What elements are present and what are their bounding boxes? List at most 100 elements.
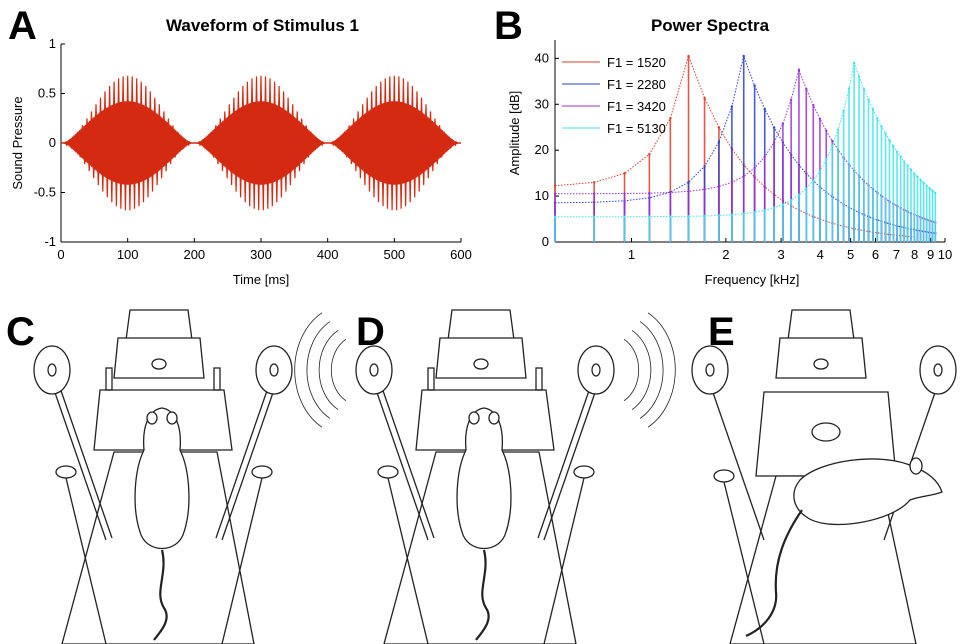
- spectra-harmonic-point: [789, 199, 793, 202]
- spectra-harmonic-point: [862, 87, 866, 90]
- rat-tail: [475, 549, 490, 641]
- rat-tail: [153, 549, 168, 641]
- waveform-title: Waveform of Stimulus 1: [165, 16, 359, 35]
- spectra-harmonic-point: [902, 160, 906, 163]
- spectra-harmonic-point: [730, 105, 734, 108]
- spectra-harmonic-point: [687, 181, 690, 184]
- spectra-harmonic-point: [880, 124, 883, 128]
- rig-light: [151, 358, 167, 370]
- spectra-harmonic-point: [772, 126, 776, 129]
- rig-speaker-left: [355, 345, 393, 395]
- spectra-harmonic-point: [730, 181, 734, 184]
- sound-wave-right: [631, 330, 652, 410]
- waveform-y-axis-label: Sound Pressure: [10, 96, 25, 189]
- spectra-harmonic-point: [781, 203, 785, 206]
- legend-entry: F1 = 1520: [607, 55, 666, 70]
- spectra-plot-area: 1 2 3 4 5 6 7 8 9 10 40 30 20 10 0: [535, 40, 952, 262]
- rig-light: [473, 358, 489, 370]
- rig-arm-left: [709, 383, 765, 541]
- rig-speaker-left-cone: [47, 363, 57, 377]
- rig-port-left-stand: [723, 481, 765, 644]
- rig-port-right: [251, 465, 273, 479]
- rig-light: [813, 358, 829, 370]
- panel-label-e: E: [708, 310, 735, 354]
- rig-arm-right: [543, 383, 599, 541]
- rig-arm-right-inner: [537, 381, 593, 539]
- spectra-harmonic-point: [669, 117, 672, 120]
- spectra-harmonic-point: [931, 189, 934, 192]
- spectra-x-tick-label: 7: [893, 247, 900, 262]
- spectra-harmonic-point: [867, 98, 870, 101]
- rig-port-right-stand: [543, 477, 585, 644]
- spectra-harmonic-point: [797, 193, 801, 197]
- rig-arm-right: [221, 383, 277, 541]
- rig-post-left: [427, 367, 435, 391]
- spectra-y-axis-label: Amplitude [dB]: [507, 91, 522, 176]
- rig-light-panel: [113, 337, 205, 379]
- waveform-x-tick-label: 200: [183, 247, 205, 262]
- sound-wave-left: [330, 338, 347, 402]
- rat-ear: [909, 457, 923, 475]
- spectra-harmonic-point: [687, 190, 690, 193]
- spectra-harmonic-point: [781, 122, 785, 125]
- spectra-harmonic-point: [831, 139, 834, 143]
- spectra-harmonic-point: [669, 191, 672, 194]
- spectra-harmonic-point: [805, 87, 808, 91]
- spectra-harmonic-point: [934, 191, 937, 195]
- spectra-x-tick-label: 5: [847, 247, 854, 262]
- spectra-harmonic-point: [884, 132, 887, 135]
- rig-top-box: [447, 309, 515, 341]
- spectra-harmonic-point: [925, 184, 928, 187]
- spectra-x-tick-label: 2: [722, 247, 729, 262]
- spectra-x-tick-label: 9: [927, 247, 934, 262]
- spectra-harmonic-point: [717, 185, 721, 188]
- spectra-harmonic-point: [742, 175, 745, 178]
- legend-entry: F1 = 3420: [607, 99, 666, 114]
- illustration-rat-center-port: [33, 309, 293, 644]
- spectra-harmonic-point: [892, 144, 895, 148]
- spectra-harmonic-point: [648, 153, 651, 156]
- spectra-harmonic-point: [812, 103, 815, 107]
- spectra-harmonic-point: [703, 188, 706, 191]
- rig-speaker-right: [919, 345, 957, 395]
- legend-entry: F1 = 2280: [607, 77, 666, 92]
- spectra-harmonic-point: [818, 169, 822, 173]
- spectra-title: Power Spectra: [650, 16, 770, 35]
- rig-port-left: [377, 465, 399, 479]
- waveform-y-tick-label: -0.5: [34, 185, 56, 200]
- spectra-harmonic-point: [909, 168, 913, 171]
- spectra-harmonic-point: [717, 140, 721, 144]
- rig-light-panel: [775, 337, 867, 379]
- sound-wave-right: [647, 312, 676, 428]
- spectra-harmonic-point: [842, 109, 845, 112]
- spectra-harmonic-point: [876, 116, 879, 120]
- waveform-y-tick-label: -1: [44, 234, 56, 249]
- rig-arm-right-inner: [215, 381, 271, 539]
- rig-port-right-stand: [221, 477, 263, 644]
- spectra-harmonic-point: [753, 84, 756, 87]
- rig-port-left: [713, 469, 735, 483]
- spectra-x-tick-label: 1: [628, 247, 635, 262]
- waveform-y-tick-label: 0: [49, 135, 56, 150]
- spectra-harmonic-point: [825, 158, 828, 161]
- sound-wave-left: [294, 312, 323, 428]
- waveform-x-tick-label: 500: [383, 247, 405, 262]
- spectra-harmonic-point: [797, 68, 801, 72]
- spectra-harmonic-point: [553, 184, 557, 187]
- spectra-harmonic-point: [592, 215, 596, 218]
- rig-arm-left-inner: [379, 381, 435, 539]
- rat-ear-right: [488, 411, 500, 425]
- waveform-chart: 0 100 200 300 400 500 600 1 0.5 0 -0.5 -1 Time [ms]…: [10, 36, 472, 287]
- panel-label-a: A: [8, 4, 37, 48]
- spectra-x-tick-label: 3: [777, 247, 784, 262]
- rat-ear-left: [468, 411, 480, 425]
- spectra-harmonic-point: [812, 179, 815, 182]
- spectra-harmonic-point: [703, 96, 706, 100]
- spectra-harmonic-point: [847, 87, 851, 90]
- rig-port-left: [55, 465, 77, 479]
- rig-speaker-right: [577, 345, 615, 395]
- waveform-x-tick-label: 600: [450, 247, 472, 262]
- spectra-harmonic-point: [805, 187, 808, 190]
- spectra-harmonic-point: [852, 61, 856, 65]
- spectra-harmonic-point: [742, 212, 745, 215]
